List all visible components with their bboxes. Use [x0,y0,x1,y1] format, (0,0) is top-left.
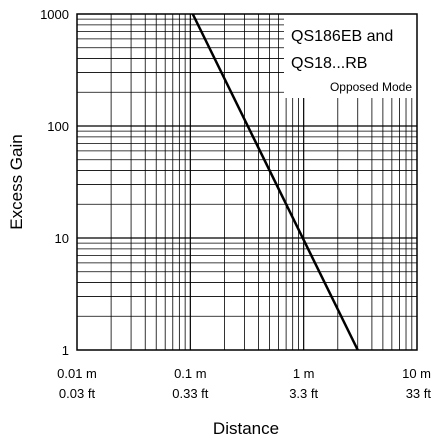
legend-line-2: QS18...RB [291,55,367,72]
plot-frame [76,13,418,351]
y-tick-labels: 1 10 100 1000 [40,7,69,358]
x-tick-label-metric: 0.01 m [57,366,97,381]
x-tick-label-imperial: 0.33 ft [172,386,209,401]
legend-line-3: Opposed Mode [330,80,412,94]
x-tick-labels: 0.01 m 0.03 ft 0.1 m 0.33 ft 1 m 3.3 ft 10 m 33… [57,366,431,401]
x-tick-label-imperial: 0.03 ft [59,386,96,401]
y-axis-title: Excess Gain [7,134,26,229]
legend-line-1: QS186EB and [291,28,393,45]
x-tick-label-metric: 0.1 m [174,366,207,381]
y-tick-label: 10 [55,231,69,246]
legend-box [284,14,417,98]
x-tick-label-metric: 10 m [402,366,431,381]
x-axis-title: Distance [213,419,279,438]
x-tick-label-metric: 1 m [293,366,315,381]
series-line [191,13,359,351]
x-tick-label-imperial: 33 ft [406,386,432,401]
y-tick-label: 1000 [40,7,69,22]
series-group [191,13,359,351]
x-tick-label-imperial: 3.3 ft [289,386,318,401]
y-tick-label: 1 [62,343,69,358]
y-tick-label: 100 [47,119,69,134]
